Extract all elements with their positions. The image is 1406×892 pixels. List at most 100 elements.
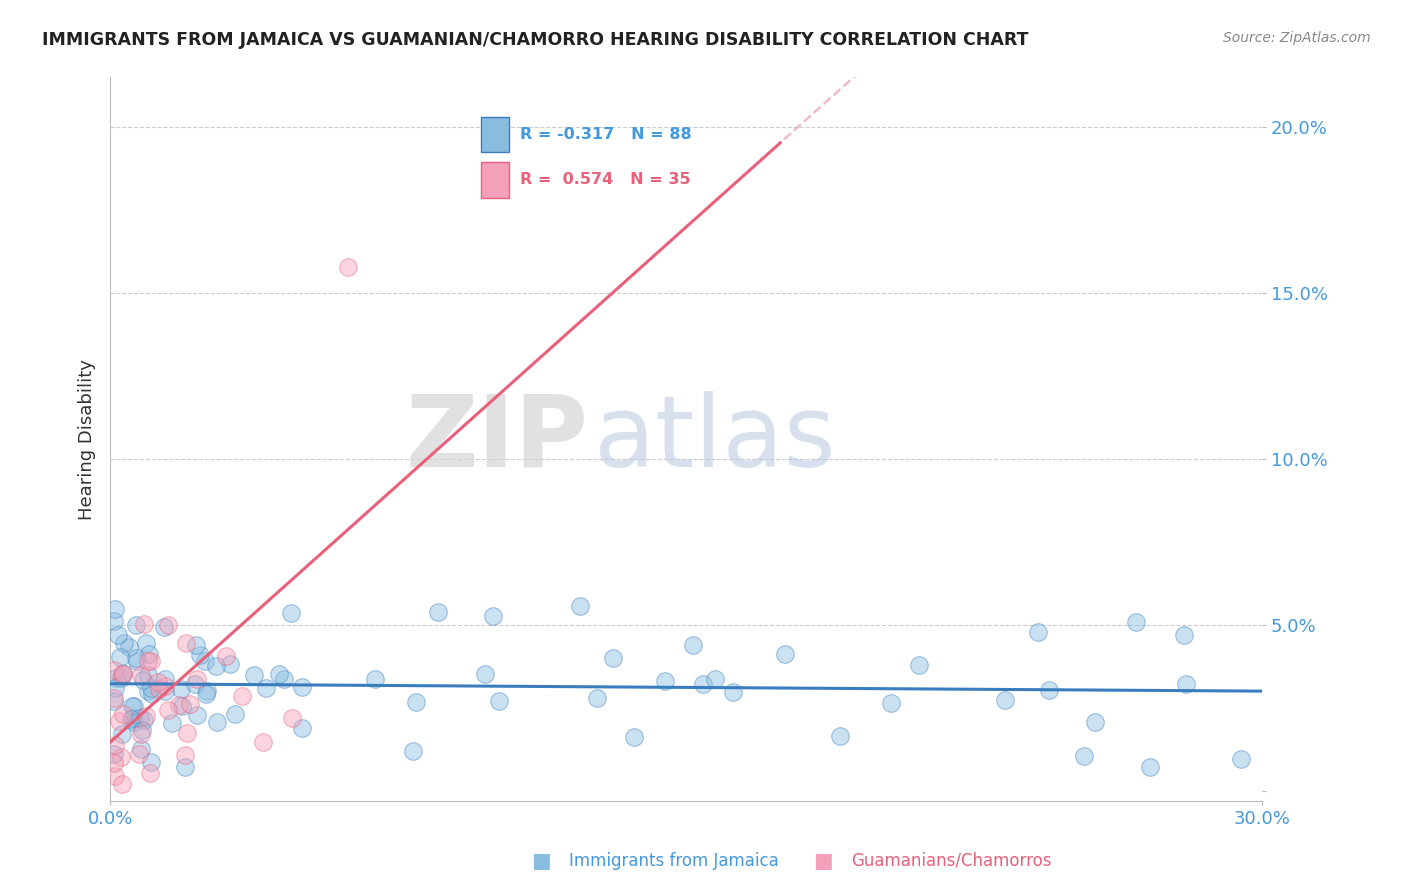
Point [170, 682, 193, 697]
Point [1038, 682, 1060, 697]
Text: ■: ■ [813, 851, 832, 871]
Point [568, 599, 591, 614]
Point [131, 742, 153, 756]
Text: atlas: atlas [593, 391, 835, 488]
Point [482, 609, 505, 624]
Point [176, 726, 198, 740]
Y-axis label: Hearing Disability: Hearing Disability [79, 359, 96, 520]
Point [120, 712, 142, 726]
Point [103, 690, 125, 705]
Point [488, 693, 510, 707]
Point [190, 648, 212, 663]
Point [104, 681, 127, 696]
Point [110, 750, 132, 764]
Point [474, 666, 496, 681]
Point [908, 658, 931, 673]
Point [103, 747, 125, 762]
Point [134, 636, 156, 650]
Point [291, 721, 314, 735]
Point [139, 681, 162, 696]
Text: Source: ZipAtlas.com: Source: ZipAtlas.com [1223, 31, 1371, 45]
Text: ZIP: ZIP [405, 391, 588, 488]
Point [692, 677, 714, 691]
Point [280, 711, 302, 725]
Point [122, 711, 145, 725]
Point [125, 650, 148, 665]
Point [111, 667, 134, 681]
Point [135, 709, 157, 723]
Point [103, 694, 125, 708]
Point [174, 760, 197, 774]
Point [129, 668, 152, 682]
Point [179, 697, 201, 711]
Point [110, 671, 132, 685]
Point [1230, 752, 1253, 766]
Point [136, 668, 159, 682]
Point [153, 673, 176, 687]
Point [127, 654, 149, 668]
Point [111, 707, 134, 722]
Point [129, 726, 152, 740]
Point [103, 663, 125, 677]
Point [402, 744, 425, 758]
Text: ■: ■ [531, 851, 551, 871]
Point [773, 647, 796, 661]
Point [131, 673, 153, 687]
Point [148, 682, 170, 697]
Point [273, 672, 295, 686]
Point [125, 618, 148, 632]
Point [121, 698, 143, 713]
Point [186, 707, 208, 722]
Point [124, 714, 146, 729]
Point [139, 766, 162, 780]
Point [1073, 748, 1095, 763]
Point [1026, 625, 1049, 640]
Point [104, 738, 127, 752]
Point [134, 617, 156, 632]
Point [156, 703, 179, 717]
Point [167, 698, 190, 712]
Point [146, 675, 169, 690]
Point [215, 649, 238, 664]
Point [405, 695, 427, 709]
Point [682, 638, 704, 652]
Point [136, 683, 159, 698]
Point [654, 674, 676, 689]
Point [103, 756, 125, 770]
Point [170, 699, 193, 714]
Point [184, 638, 207, 652]
Point [224, 706, 246, 721]
Point [112, 667, 135, 681]
Point [139, 654, 162, 668]
Point [586, 690, 609, 705]
Point [207, 714, 229, 729]
Point [291, 681, 314, 695]
Point [243, 668, 266, 682]
Point [138, 647, 160, 661]
Point [218, 657, 240, 671]
Point [157, 618, 180, 632]
Point [104, 769, 127, 783]
Point [195, 687, 218, 701]
Point [153, 620, 176, 634]
Point [1139, 760, 1161, 774]
Point [174, 636, 197, 650]
Point [129, 711, 152, 725]
Point [139, 756, 162, 770]
Point [231, 689, 253, 703]
Point [160, 715, 183, 730]
Text: IMMIGRANTS FROM JAMAICA VS GUAMANIAN/CHAMORRO HEARING DISABILITY CORRELATION CHA: IMMIGRANTS FROM JAMAICA VS GUAMANIAN/CHA… [42, 31, 1029, 49]
Point [280, 606, 302, 620]
Point [112, 636, 135, 650]
Point [880, 697, 903, 711]
Point [107, 628, 129, 642]
Point [830, 730, 852, 744]
Point [704, 672, 727, 686]
Point [1125, 615, 1147, 630]
Point [104, 602, 127, 616]
Text: Immigrants from Jamaica: Immigrants from Jamaica [569, 852, 779, 870]
Point [254, 681, 277, 695]
Point [994, 692, 1017, 706]
Point [105, 671, 128, 685]
Point [122, 698, 145, 713]
